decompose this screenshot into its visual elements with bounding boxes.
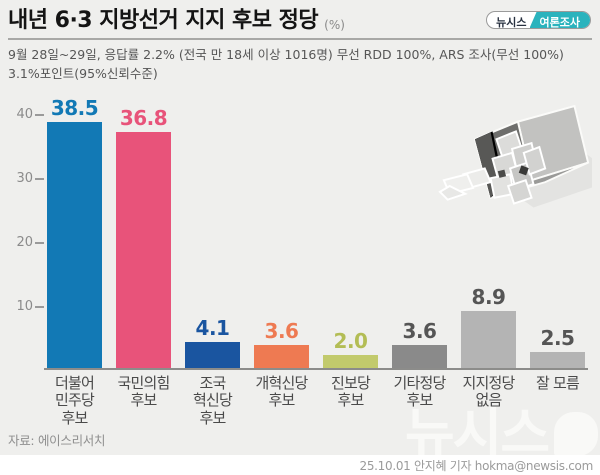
category-label: 국민의힘 후보 bbox=[117, 374, 170, 410]
bar bbox=[47, 121, 102, 368]
y-axis: 10 20 30 40 bbox=[8, 107, 44, 370]
y-axis-tick: 30 bbox=[11, 171, 44, 186]
category-label: 개혁신당 후보 bbox=[255, 374, 308, 410]
category-label: 잘 모름 bbox=[536, 374, 580, 392]
y-axis-tick: 40 bbox=[11, 107, 44, 122]
survey-methodology: 9월 28일~29일, 응답률 2.2% (전국 만 18세 이상 1016명)… bbox=[8, 46, 592, 84]
bar-column: 3.6 bbox=[253, 321, 310, 368]
unit-label: (%) bbox=[324, 18, 345, 32]
newsis-poll-badge: 뉴시스 여론조사 bbox=[486, 11, 591, 29]
bar-column: 38.5 bbox=[46, 98, 103, 368]
page-title: 내년 6·3 지방선거 지지 후보 정당 bbox=[8, 8, 319, 33]
category-label: 기타정당 후보 bbox=[393, 374, 446, 410]
bar bbox=[530, 352, 585, 368]
bar bbox=[254, 344, 309, 368]
bar-value-label: 36.8 bbox=[119, 106, 168, 131]
data-source: 자료: 에이스리서치 bbox=[8, 433, 106, 448]
category-label: 진보당 후보 bbox=[330, 374, 371, 410]
y-axis-tick-mark bbox=[35, 305, 44, 308]
bar-value-label: 3.6 bbox=[402, 318, 437, 343]
bar-value-label: 38.5 bbox=[50, 95, 99, 120]
y-axis-tick-mark bbox=[35, 241, 44, 244]
bar-column: 4.1 bbox=[184, 318, 241, 368]
bar bbox=[116, 132, 171, 368]
title-divider bbox=[8, 38, 592, 41]
bar-value-label: 4.1 bbox=[195, 315, 230, 340]
category-label: 더불어 민주당 후보 bbox=[54, 374, 95, 427]
byline-credit: 25.10.01 안지혜 기자 hokma@newsis.com bbox=[359, 458, 593, 473]
category-label: 지지정당 없음 bbox=[462, 374, 515, 410]
bar-value-label: 2.5 bbox=[540, 326, 575, 350]
y-axis-tick-mark bbox=[35, 113, 44, 116]
badge-poll-label: 여론조사 bbox=[529, 12, 590, 28]
bar-column: 2.0 bbox=[322, 331, 379, 368]
category-label: 조국 혁신당 후보 bbox=[192, 374, 233, 427]
category-axis: 더불어 민주당 후보 국민의힘 후보 조국 혁신당 후보 개혁신당 후보 진보당 후보 기타정당 후보 지지… bbox=[44, 374, 588, 427]
bar-chart: 10 20 30 40 38.5 36.8 4.1 3.6 2.0 3.6 8.9 2.5 더불어 민… bbox=[8, 92, 588, 427]
bar-column: 8.9 bbox=[460, 287, 517, 368]
bar-column: 3.6 bbox=[391, 321, 448, 368]
plot-area: 10 20 30 40 38.5 36.8 4.1 3.6 2.0 3.6 8.9 2.5 bbox=[16, 92, 588, 370]
bar bbox=[185, 341, 240, 368]
bar-column: 2.5 bbox=[529, 328, 586, 368]
y-axis-tick-mark bbox=[35, 177, 44, 180]
badge-brand-label: 뉴시스 bbox=[496, 16, 527, 29]
y-axis-tick-label: 30 bbox=[16, 171, 33, 186]
y-axis-tick-label: 40 bbox=[16, 107, 33, 122]
y-axis-tick-label: 20 bbox=[16, 235, 33, 250]
y-axis-tick: 10 bbox=[11, 299, 44, 314]
bar-value-label: 8.9 bbox=[471, 285, 506, 310]
bars-area: 38.5 36.8 4.1 3.6 2.0 3.6 8.9 2.5 bbox=[44, 92, 588, 370]
bar-value-label: 2.0 bbox=[333, 329, 368, 354]
bar bbox=[392, 344, 447, 368]
bar-column: 36.8 bbox=[115, 108, 172, 368]
survey-methodology-line1: 9월 28일~29일, 응답률 2.2% (전국 만 18세 이상 1016명)… bbox=[8, 47, 564, 63]
y-axis-tick: 20 bbox=[11, 235, 44, 250]
survey-methodology-line2: 3.1%포인트(95%신뢰수준) bbox=[8, 65, 158, 81]
bar-value-label: 3.6 bbox=[264, 318, 299, 343]
bar bbox=[323, 355, 378, 368]
header: 내년 6·3 지방선거 지지 후보 정당 (%) 뉴시스 여론조사 9월 28일… bbox=[0, 0, 600, 84]
y-axis-tick-label: 10 bbox=[16, 299, 33, 314]
ballot-box-illustration bbox=[438, 104, 592, 208]
credit-strip: 25.10.01 안지혜 기자 hokma@newsis.com bbox=[0, 455, 600, 475]
bar bbox=[461, 311, 516, 368]
